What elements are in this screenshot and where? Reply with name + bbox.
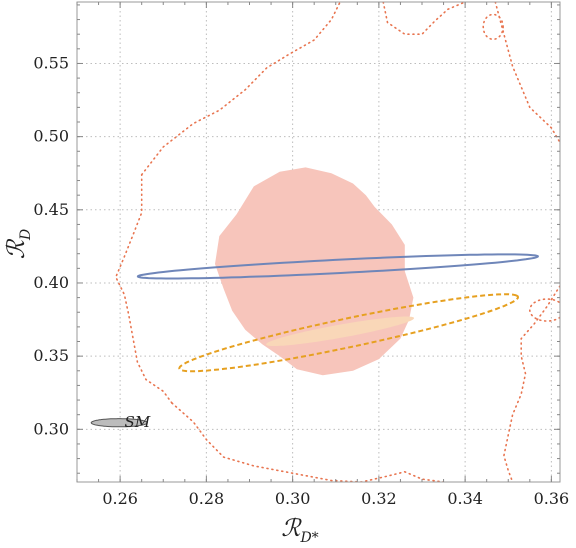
x-tick-label: 0.30 — [275, 489, 311, 508]
y-axis-symbol: ℛ — [2, 238, 30, 259]
y-tick-label: 0.35 — [33, 346, 69, 365]
dotted-contour — [114, 173, 173, 404]
data-regions — [90, 2, 560, 482]
x-tick-label: 0.32 — [361, 489, 397, 508]
dashed-ellipse — [178, 293, 520, 373]
ticks — [76, 2, 560, 482]
dotted-loop — [482, 13, 504, 41]
sm-label: SM — [125, 413, 151, 431]
sm-ellipse — [90, 418, 148, 428]
y-tick-label: 0.40 — [33, 273, 69, 292]
y-tick-label: 0.50 — [33, 127, 69, 146]
dotted-contour — [494, 2, 560, 144]
y-tick-label: 0.30 — [33, 419, 69, 438]
x-tick-label: 0.28 — [189, 489, 225, 508]
dotted-contour — [140, 2, 341, 176]
y-axis-subscript: D — [18, 229, 34, 241]
tick-labels: 0.26 0.28 0.30 0.32 0.34 0.36 0.30 0.35 0.40 0.45… — [33, 53, 569, 508]
dotted-contour — [503, 285, 560, 482]
x-axis-subscript: D* — [299, 530, 318, 546]
x-tick-label: 0.34 — [447, 489, 483, 508]
y-tick-label: 0.55 — [33, 53, 69, 72]
dotted-loop — [529, 298, 560, 322]
x-axis-label: ℛD* — [281, 514, 318, 546]
x-tick-label: 0.26 — [102, 489, 138, 508]
y-axis-label: ℛD — [2, 229, 34, 259]
plot-frame — [76, 1, 561, 483]
y-tick-label: 0.45 — [33, 200, 69, 219]
dotted-contour — [171, 402, 445, 482]
dotted-contour — [382, 2, 466, 35]
solid-ellipse — [136, 253, 540, 280]
x-tick-label: 0.36 — [534, 489, 570, 508]
overlap-region — [266, 316, 415, 346]
x-axis-symbol: ℛ — [281, 514, 302, 542]
